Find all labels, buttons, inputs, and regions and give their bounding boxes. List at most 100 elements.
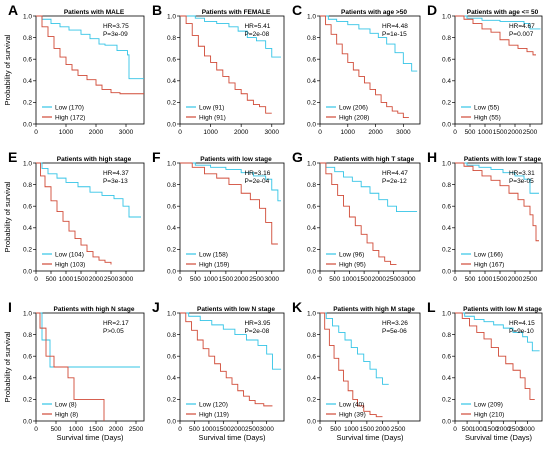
y-tick-label: 0.2 — [23, 100, 32, 107]
y-tick-label: 0.6 — [167, 354, 176, 361]
x-tick-label: 1500 — [74, 276, 89, 283]
x-tick-label: 1000 — [342, 276, 357, 283]
panel-f: F Patients with low stage 0.0 0.2 0.4 0.6 0.8 1… — [152, 149, 285, 283]
x-tick-label: 2000 — [372, 276, 387, 283]
y-tick-label: 0.2 — [307, 100, 316, 107]
x-tick-label: 1000 — [202, 426, 217, 433]
legend-label-high: High (91) — [199, 114, 226, 121]
panel-i: I Patients with high N stage 0.0 0.2 0.4 0.6 0… — [3, 299, 145, 442]
y-tick-label: 0.8 — [307, 182, 316, 189]
y-tick-label: 0.0 — [167, 268, 176, 275]
y-axis-label: Probability of survival — [3, 34, 12, 105]
y-tick-label: 0.4 — [23, 225, 32, 232]
legend-label-low: Low (104) — [55, 251, 84, 258]
legend-label-low: Low (206) — [339, 104, 368, 111]
hr-value: HR=3.26 — [382, 320, 408, 327]
panel-title: Patients with high stage — [57, 156, 132, 163]
series-low-curve — [180, 162, 281, 202]
panel-g: G Patients with high T stage 0.0 0.2 0.4 0.6 0… — [292, 149, 421, 283]
y-tick-label: 0.2 — [442, 247, 451, 254]
y-tick-label: 0.4 — [442, 78, 451, 85]
panel-letter: C — [292, 2, 302, 18]
x-tick-label: 2000 — [109, 426, 124, 433]
x-tick-label: 1000 — [203, 129, 218, 136]
x-tick-label: 2000 — [231, 426, 246, 433]
x-tick-label: 0 — [318, 129, 322, 136]
hr-value: HR=4.67 — [509, 23, 535, 30]
y-tick-label: 0.0 — [307, 268, 316, 275]
p-value: P=1e-15 — [382, 31, 407, 38]
series-low-curve — [320, 162, 418, 213]
panel-title: Patients with high T stage — [334, 156, 415, 163]
x-tick-label: 500 — [330, 426, 341, 433]
y-tick-label: 1.0 — [167, 160, 176, 167]
series-high-curve — [180, 312, 273, 407]
p-value: P>0.05 — [103, 328, 124, 335]
p-value: P=3e-05 — [509, 178, 534, 185]
y-tick-label: 0.8 — [23, 35, 32, 42]
series-high-curve — [455, 162, 539, 242]
series-low-curve — [36, 15, 144, 80]
x-tick-label: 2000 — [508, 129, 523, 136]
legend-label-low: Low (91) — [199, 104, 224, 111]
panel-title: Patients with age <= 50 — [467, 9, 539, 16]
y-axis-label: Probability of survival — [3, 331, 12, 402]
x-tick-label: 500 — [51, 426, 62, 433]
series-high-curve — [180, 162, 278, 245]
legend-label-high: High (119) — [199, 411, 229, 418]
y-tick-label: 1.0 — [23, 310, 32, 317]
panel-title: Patients with high M stage — [333, 306, 415, 313]
x-tick-label: 2500 — [523, 276, 538, 283]
series-high-curve — [180, 15, 272, 114]
y-tick-label: 0.0 — [307, 418, 316, 425]
panel-e: E Patients with high stage 0.0 0.2 0.4 0.6 0.8… — [3, 149, 145, 283]
series-high-curve — [455, 312, 535, 400]
series-low-curve — [36, 162, 141, 218]
y-tick-label: 0.2 — [307, 397, 316, 404]
x-tick-label: 1500 — [216, 426, 231, 433]
y-tick-label: 0.2 — [307, 247, 316, 254]
y-tick-label: 0.8 — [167, 332, 176, 339]
hr-value: HR=4.47 — [382, 170, 408, 177]
y-tick-label: 0.6 — [23, 354, 32, 361]
legend-label-low: Low (209) — [474, 401, 503, 408]
x-tick-label: 1500 — [493, 129, 508, 136]
y-tick-label: 0.2 — [167, 397, 176, 404]
x-tick-label: 0 — [34, 129, 38, 136]
p-value: P=2e-04 — [244, 178, 269, 185]
y-tick-label: 0.2 — [23, 247, 32, 254]
plot-frame — [35, 15, 145, 125]
y-tick-label: 0.2 — [442, 397, 451, 404]
y-tick-label: 0.4 — [167, 225, 176, 232]
y-tick-label: 0.4 — [307, 78, 316, 85]
legend-label-high: High (8) — [55, 411, 78, 418]
x-tick-label: 0 — [318, 276, 322, 283]
panel-d: D Patients with age <= 50 0.0 0.2 0.4 0.6 0.8 1… — [427, 2, 543, 136]
panel-letter: J — [152, 299, 160, 315]
y-tick-label: 0.4 — [167, 375, 176, 382]
x-tick-label: 2000 — [375, 426, 390, 433]
x-tick-label: 3000 — [119, 276, 134, 283]
hr-value: HR=3.16 — [244, 170, 270, 177]
hr-value: HR=4.15 — [509, 320, 535, 327]
legend-label-low: Low (55) — [474, 104, 499, 111]
panel-title: Patients with low T stage — [464, 156, 542, 163]
y-tick-label: 1.0 — [307, 310, 316, 317]
p-value: P=9e-10 — [509, 328, 534, 335]
x-tick-label: 2000 — [234, 129, 249, 136]
x-axis-label: Survival time (Days) — [56, 433, 124, 442]
hr-value: HR=5.41 — [244, 23, 270, 30]
x-tick-label: 1000 — [344, 426, 359, 433]
y-tick-label: 0.6 — [167, 204, 176, 211]
legend-label-high: High (95) — [339, 261, 366, 268]
y-tick-label: 0.0 — [23, 268, 32, 275]
y-tick-label: 0.8 — [167, 35, 176, 42]
x-tick-label: 0 — [178, 129, 182, 136]
series-low-curve — [320, 15, 418, 72]
p-value: P=3e-13 — [103, 178, 128, 185]
y-tick-label: 0.8 — [23, 182, 32, 189]
series-high-curve — [36, 162, 112, 265]
y-tick-label: 1.0 — [442, 13, 451, 20]
y-tick-label: 1.0 — [307, 13, 316, 20]
